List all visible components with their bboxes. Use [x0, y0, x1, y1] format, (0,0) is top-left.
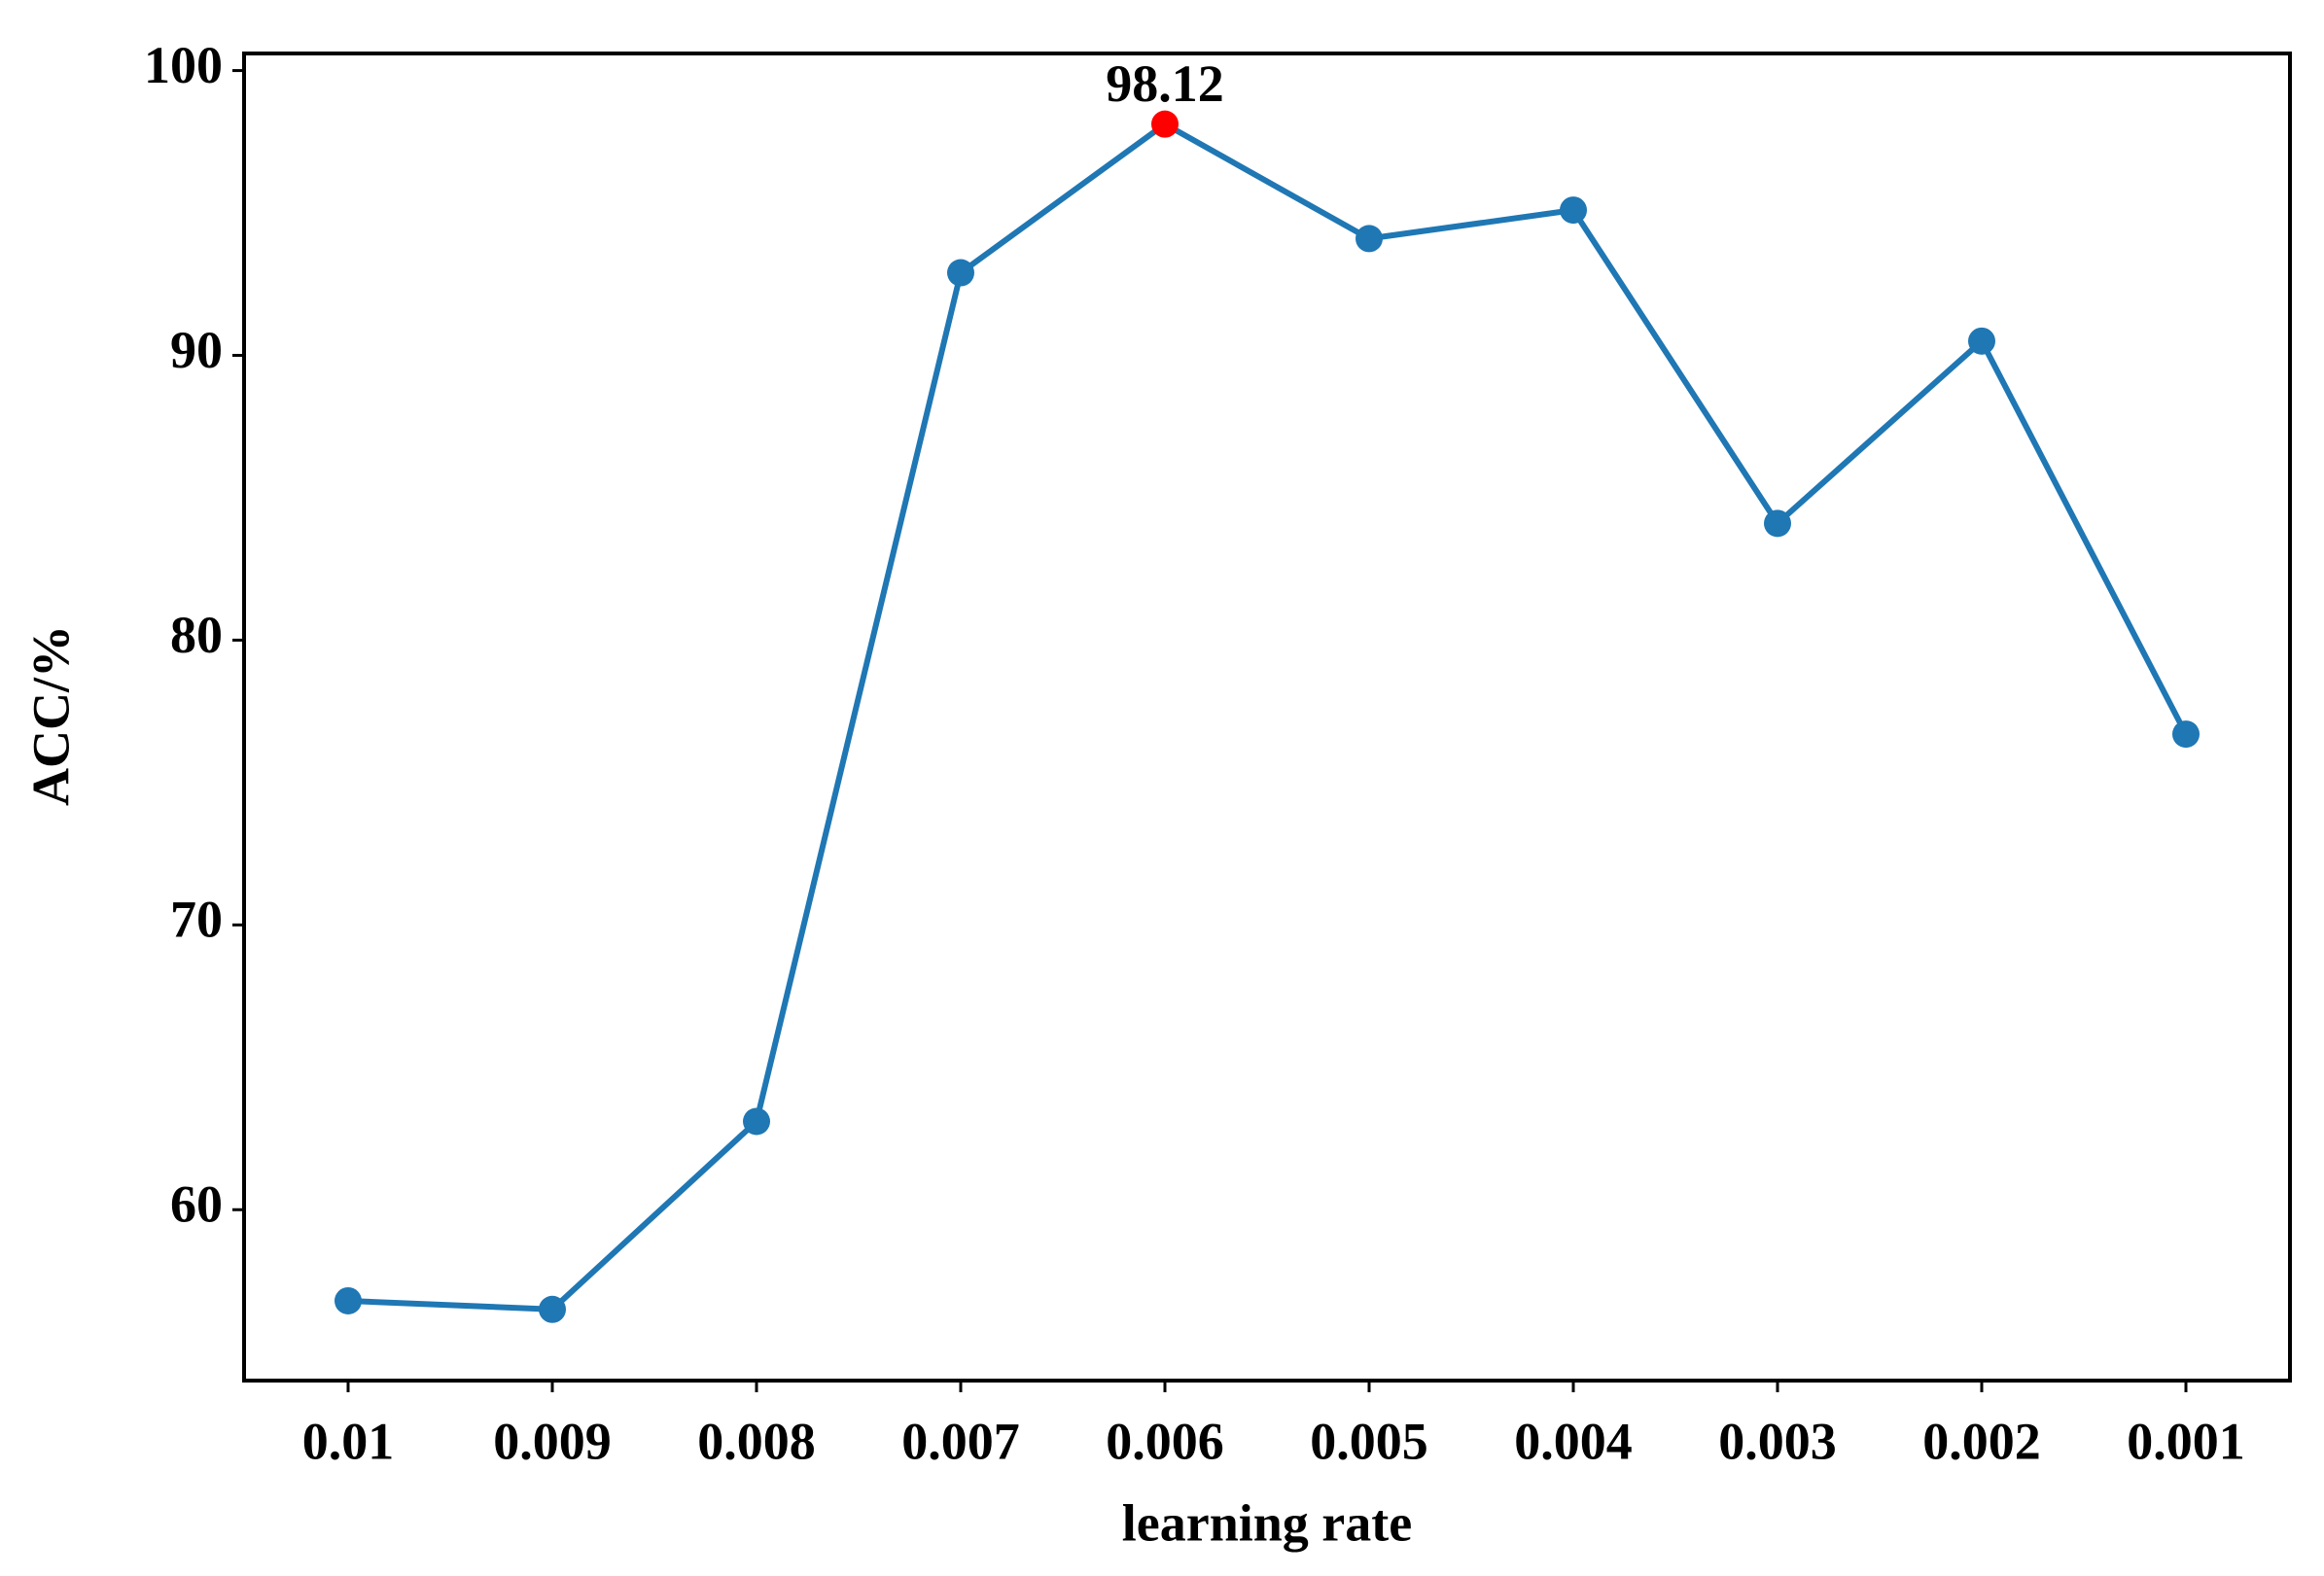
y-tick-label: 70 [170, 891, 223, 949]
marker [539, 1295, 566, 1323]
x-tick-label: 0.006 [1106, 1412, 1224, 1470]
x-tick-label: 0.01 [302, 1412, 395, 1470]
line [347, 121, 2189, 1313]
marker [947, 259, 974, 287]
x-tick-label: 0.002 [1922, 1412, 2041, 1470]
x-tick-label: 0.009 [493, 1412, 612, 1470]
marker [743, 1107, 770, 1136]
value-label: 98.12 [1106, 54, 1224, 113]
y-tick-label: 90 [170, 321, 223, 379]
y-tick-label: 60 [170, 1175, 223, 1234]
x-tick-label: 0.005 [1310, 1412, 1428, 1470]
x-tick-label: 0.004 [1514, 1412, 1633, 1470]
y-axis-label: ACC/% [21, 625, 80, 806]
x-tick-label: 0.003 [1718, 1412, 1837, 1470]
plot-frame [242, 52, 2292, 1383]
y-tick-label: 80 [170, 606, 223, 664]
marker [1356, 225, 1383, 253]
x-tick-label: 0.007 [901, 1412, 1020, 1470]
marker [335, 1286, 362, 1314]
x-tick-label: 0.008 [697, 1412, 816, 1470]
marker [2172, 720, 2200, 749]
marker [1968, 327, 1995, 355]
highlight-marker [1151, 110, 1179, 138]
marker [1764, 509, 1791, 538]
x-tick-label: 0.001 [2127, 1412, 2245, 1470]
y-tick-label: 100 [144, 36, 223, 94]
marker [1560, 196, 1587, 225]
x-axis-label: learning rate [1122, 1493, 1412, 1552]
